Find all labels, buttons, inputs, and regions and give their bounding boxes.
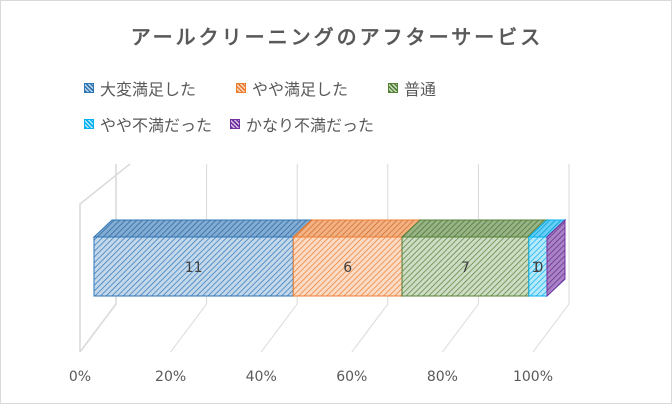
x-tick-label: 100% [513, 369, 553, 385]
data-label: 1 [531, 260, 540, 276]
x-tick-label: 0% [69, 369, 91, 385]
x-tick-label: 20% [155, 369, 186, 385]
axis-wall [79, 164, 117, 353]
legend-label: かなり不満だった [246, 116, 375, 135]
x-tick-label: 60% [336, 369, 367, 385]
side-wall [79, 163, 131, 352]
data-labels: 11 6 7 10 [185, 260, 544, 276]
legend-label: 普通 [404, 80, 437, 99]
legend-item-very-dissatisfied[interactable]: かなり不満だった [230, 113, 374, 135]
bar-segment [292, 218, 422, 298]
x-tick-label: 80% [427, 369, 458, 385]
x-tick-label: 40% [246, 369, 277, 385]
legend-swatch [84, 83, 94, 93]
data-label: 11 [185, 260, 203, 276]
legend-label: 大変満足した [100, 80, 197, 99]
legend-swatch [84, 119, 94, 129]
legend-swatch [230, 119, 241, 129]
data-label: 0 [535, 260, 544, 276]
legend-label: やや満足した [252, 80, 349, 99]
data-label: 7 [461, 260, 470, 276]
legend-swatch [388, 83, 399, 93]
legend-label: やや不満だった [100, 116, 213, 135]
gridlines [79, 163, 570, 353]
gridline [260, 164, 298, 353]
gridline [170, 164, 208, 353]
bar-segments [92, 218, 567, 298]
legend-row: 大変満足した やや満足した 普通 [84, 77, 644, 99]
legend-row: やや不満だった かなり不満だった [84, 113, 644, 135]
chart-legend: 大変満足した やや満足した 普通 やや不満だった かなり不満だった [84, 77, 644, 149]
gridline [441, 164, 479, 353]
legend-item-somewhat-dissatisfied[interactable]: やや不満だった [84, 113, 212, 135]
bar-segment [400, 218, 549, 298]
legend-swatch [236, 83, 247, 93]
legend-item-very-satisfied[interactable]: 大変満足した [84, 77, 196, 99]
bar-segment [546, 218, 566, 298]
data-label: 6 [343, 260, 352, 276]
legend-item-neutral[interactable]: 普通 [388, 77, 436, 99]
gridline [532, 164, 570, 353]
bar-segment [92, 218, 313, 298]
legend-item-somewhat-satisfied[interactable]: やや満足した [236, 77, 348, 99]
x-axis-ticks: 0% 20% 40% 60% 80% 100% [69, 369, 553, 385]
gridline [351, 164, 389, 353]
chart-title: アールクリーニングのアフターサービス [130, 25, 544, 49]
